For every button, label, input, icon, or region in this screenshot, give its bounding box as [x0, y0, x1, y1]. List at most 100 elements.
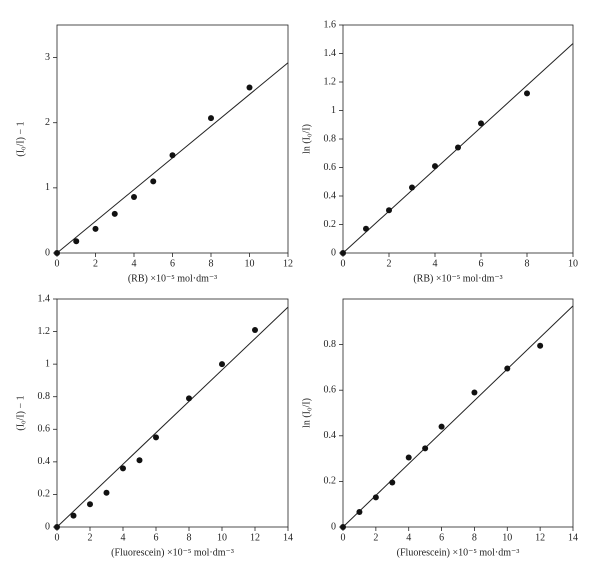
y-tick-label: 1.4 [324, 48, 337, 59]
y-tick-label: 0 [331, 521, 336, 532]
x-tick-label: 14 [283, 532, 293, 543]
data-point [471, 389, 478, 396]
y-tick-label: 0.8 [38, 391, 51, 402]
x-tick-label: 6 [479, 258, 484, 269]
data-point [92, 225, 99, 232]
y-tick-label: 0 [45, 247, 50, 258]
y-tick-label: 3 [45, 52, 50, 63]
data-point [432, 163, 438, 170]
y-tick-label: 0.4 [38, 456, 51, 467]
y-axis-label: (I₀/I) − 1 [15, 121, 26, 156]
y-tick-label: 1.2 [38, 326, 51, 337]
y-tick-label: 1.4 [38, 293, 51, 304]
x-tick-label: 4 [406, 532, 411, 543]
data-point [246, 84, 253, 91]
plot-frame [342, 298, 574, 528]
y-tick-label: 0.2 [324, 219, 337, 230]
data-point [150, 178, 157, 185]
y-tick-label: 1 [331, 105, 336, 116]
y-axis-label: (I₀/I) − 1 [15, 395, 26, 430]
x-tick-label: 4 [121, 532, 126, 543]
y-tick-label: 1.6 [324, 19, 337, 30]
data-point [422, 445, 429, 452]
data-point [120, 465, 126, 472]
y-tick-label: 0.6 [324, 162, 337, 173]
y-axis-label: ln (I₀/I) [301, 398, 312, 428]
data-point [537, 342, 544, 349]
data-point [363, 225, 369, 232]
x-tick-label: 0 [341, 532, 346, 543]
data-point [389, 479, 396, 486]
x-tick-label: 2 [373, 532, 378, 543]
data-point [208, 115, 214, 122]
data-point [478, 120, 484, 127]
data-point [252, 326, 258, 333]
plot-frame [342, 24, 574, 254]
y-tick-label: 0.8 [324, 339, 337, 350]
x-tick-label: 10 [217, 532, 227, 543]
y-tick-label: 1 [45, 182, 50, 193]
x-tick-label: 8 [187, 532, 192, 543]
data-point [504, 365, 511, 372]
data-point [87, 501, 93, 508]
data-point [455, 144, 461, 151]
x-tick-label: 14 [568, 532, 578, 543]
data-point [169, 152, 176, 159]
y-tick-label: 2 [45, 117, 50, 128]
y-tick-label: 0.8 [324, 133, 337, 144]
x-tick-label: 0 [55, 258, 60, 269]
fit-line [56, 306, 289, 528]
data-point [131, 193, 137, 200]
y-tick-label: 0.2 [324, 476, 337, 487]
data-point [111, 210, 118, 217]
data-point [219, 361, 225, 368]
y-tick-label: 0.6 [324, 384, 337, 395]
x-tick-label: 12 [250, 532, 260, 543]
x-tick-label: 0 [55, 532, 60, 543]
y-tick-label: 0.4 [324, 430, 337, 441]
data-point [356, 508, 363, 515]
x-tick-label: 12 [535, 532, 545, 543]
x-tick-label: 6 [439, 532, 444, 543]
data-point [340, 524, 346, 530]
y-axis-label: ln (I₀/I) [301, 124, 312, 154]
x-tick-label: 6 [170, 258, 175, 269]
x-axis-label: (RB) ×10⁻⁵ mol·dm⁻³ [413, 273, 502, 284]
fit-line [342, 305, 574, 528]
plot-frame [56, 298, 289, 528]
data-point [70, 512, 77, 519]
x-tick-label: 2 [93, 258, 98, 269]
y-tick-label: 1.2 [324, 76, 337, 87]
data-point [54, 524, 60, 530]
data-point [372, 494, 379, 501]
data-point [386, 207, 392, 214]
x-tick-label: 4 [132, 258, 137, 269]
y-tick-label: 0 [45, 521, 50, 532]
y-tick-label: 0.6 [38, 424, 51, 435]
x-tick-label: 2 [387, 258, 392, 269]
plot-frame [56, 24, 289, 254]
x-axis-label: (Fluorescein) ×10⁻⁵ mol·dm⁻³ [111, 547, 234, 558]
y-tick-label: 0 [331, 247, 336, 258]
data-point [524, 90, 530, 97]
x-tick-label: 6 [154, 532, 159, 543]
x-tick-label: 4 [433, 258, 438, 269]
data-point [340, 250, 346, 256]
x-tick-label: 10 [502, 532, 512, 543]
y-tick-label: 1 [45, 358, 50, 369]
y-tick-label: 0.2 [38, 489, 51, 500]
y-tick-label: 0.4 [324, 190, 337, 201]
data-point [54, 250, 60, 256]
x-axis-label: (RB) ×10⁻⁵ mol·dm⁻³ [128, 273, 217, 284]
x-tick-label: 12 [283, 258, 293, 269]
data-point [405, 454, 412, 461]
x-tick-label: 10 [245, 258, 255, 269]
data-point [103, 489, 110, 496]
x-axis-label: (Fluorescein) ×10⁻⁵ mol·dm⁻³ [397, 547, 520, 558]
data-point [153, 434, 159, 441]
x-tick-label: 8 [472, 532, 477, 543]
x-tick-label: 8 [525, 258, 530, 269]
x-tick-label: 0 [341, 258, 346, 269]
